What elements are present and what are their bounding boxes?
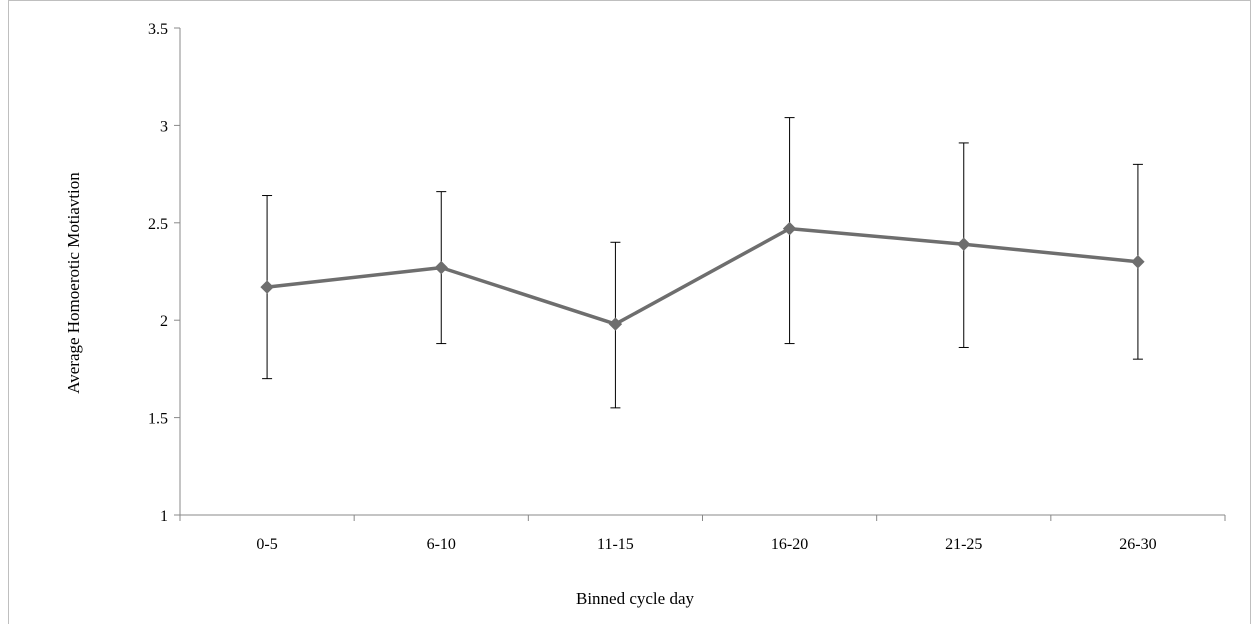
data-point-marker — [608, 317, 623, 331]
y-tick-label: 1 — [160, 508, 168, 525]
data-point-marker — [434, 260, 448, 275]
data-markers — [260, 221, 1145, 331]
y-tick-label: 3.5 — [148, 21, 168, 38]
chart-frame — [8, 0, 1251, 624]
y-tick-label: 2 — [160, 313, 168, 330]
y-tick-label: 3 — [160, 118, 168, 135]
y-axis: 1 1.5 2 2.5 3 3.5 — [148, 21, 181, 525]
y-axis-title: Average Homoerotic Motiavtion — [64, 172, 83, 394]
x-tick-label: 11-15 — [597, 536, 634, 553]
y-tick-label: 2.5 — [148, 216, 168, 233]
x-axis: 0-5 6-10 11-15 16-20 21-25 26-30 — [179, 514, 1226, 553]
x-axis-title: Binned cycle day — [576, 589, 695, 608]
data-point-marker — [1131, 255, 1145, 269]
x-tick-label: 21-25 — [945, 536, 982, 553]
error-bars — [262, 117, 1143, 409]
data-point-marker — [782, 221, 797, 236]
data-point-marker — [260, 280, 274, 294]
x-tick-label: 0-5 — [256, 536, 277, 553]
x-tick-label: 26-30 — [1119, 536, 1156, 553]
x-tick-label: 16-20 — [771, 536, 808, 553]
y-tick-label: 1.5 — [148, 411, 168, 428]
x-tick-label: 6-10 — [427, 536, 456, 553]
data-point-marker — [957, 237, 971, 251]
series-line — [266, 226, 1139, 326]
series-line-group — [266, 226, 1139, 326]
